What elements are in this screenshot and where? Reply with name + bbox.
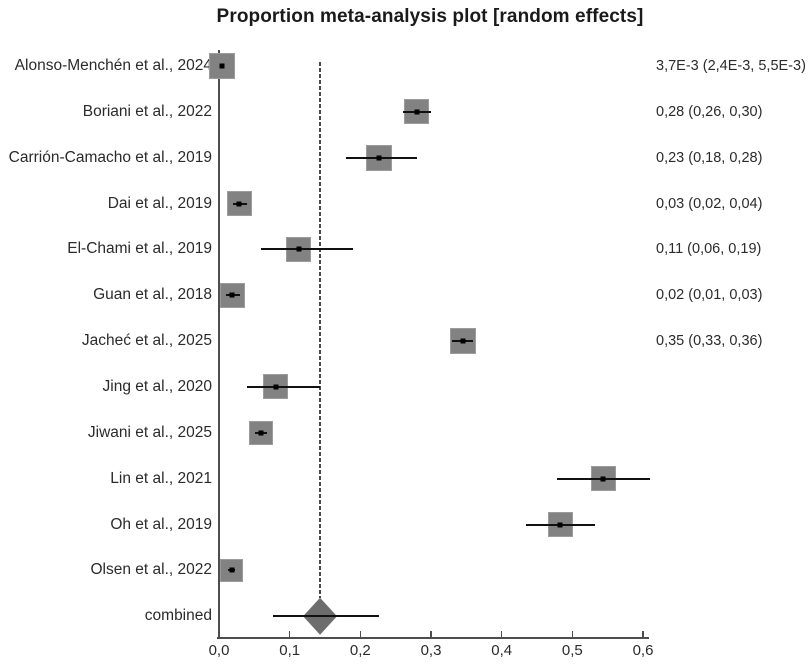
study-label: Guan et al., 2018: [93, 286, 212, 304]
x-axis-tick: [430, 631, 432, 637]
x-axis-tick: [288, 631, 291, 637]
study-label: Jiwani et al., 2025: [87, 423, 212, 441]
point-estimate-dot: [236, 201, 242, 207]
point-estimate-dot: [273, 384, 279, 390]
combined-ci-line: [272, 615, 380, 618]
estimate-value-label: 0,11 (0,06, 0,19): [656, 241, 762, 258]
point-estimate-dot: [600, 476, 606, 482]
x-axis-tick: [571, 631, 574, 637]
study-label: Jing et al., 2020: [102, 377, 212, 395]
x-axis-tick: [359, 631, 362, 637]
point-estimate-dot: [296, 246, 302, 252]
y-axis: [218, 50, 220, 638]
point-estimate-dot: [229, 567, 235, 573]
x-axis-tick: [642, 631, 644, 637]
x-axis-tick: [500, 631, 503, 637]
estimate-value-label: 0,03 (0,02, 0,04): [656, 195, 763, 212]
study-label: Boriani et al., 2022: [82, 102, 212, 120]
point-estimate-dot: [376, 155, 382, 161]
x-axis-tick-label: 0,6: [632, 642, 654, 659]
x-axis-tick-label: 0,3: [420, 642, 442, 659]
study-label: Carrión-Camacho et al., 2019: [8, 148, 212, 166]
chart-title: Proportion meta-analysis plot [random ef…: [216, 6, 644, 27]
study-label: El-Chami et al., 2019: [67, 240, 212, 258]
study-label: Jacheć et al., 2025: [81, 332, 212, 350]
point-estimate-dot: [557, 522, 563, 527]
x-axis-tick-label: 0,1: [279, 642, 301, 659]
x-axis-tick-label: 0,0: [208, 642, 230, 659]
study-label: Dai et al., 2019: [107, 194, 212, 212]
estimate-value-label: 0,28 (0,26, 0,30): [656, 103, 763, 120]
x-axis-tick-label: 0,2: [349, 642, 371, 659]
x-axis-tick-label: 0,4: [491, 642, 513, 659]
study-label: Oh et al., 2019: [110, 515, 212, 533]
point-estimate-dot: [219, 63, 225, 69]
point-estimate-dot: [414, 109, 420, 115]
x-axis-tick: [218, 631, 220, 637]
ci-line: [246, 385, 321, 388]
x-axis-tick-label: 0,5: [561, 642, 583, 659]
study-label: Olsen et al., 2022: [90, 561, 213, 579]
study-label: Alonso-Menchén et al., 2024: [14, 57, 212, 74]
study-label: Lin et al., 2021: [110, 469, 212, 487]
estimate-value-label: 0,02 (0,01, 0,03): [656, 287, 763, 304]
estimate-value-label: 0,35 (0,33, 0,36): [656, 333, 763, 350]
ci-line: [261, 248, 354, 251]
point-estimate-dot: [229, 292, 235, 298]
point-estimate-dot: [258, 430, 264, 436]
estimate-value-label: 3,7E-3 (2,4E-3, 5,5E-3): [656, 58, 806, 74]
study-label: combined: [144, 607, 212, 625]
estimate-value-label: 0,23 (0,18, 0,28): [656, 149, 763, 166]
point-estimate-dot: [460, 338, 466, 344]
x-axis: [217, 637, 649, 639]
combined-reference-line: [319, 62, 322, 598]
